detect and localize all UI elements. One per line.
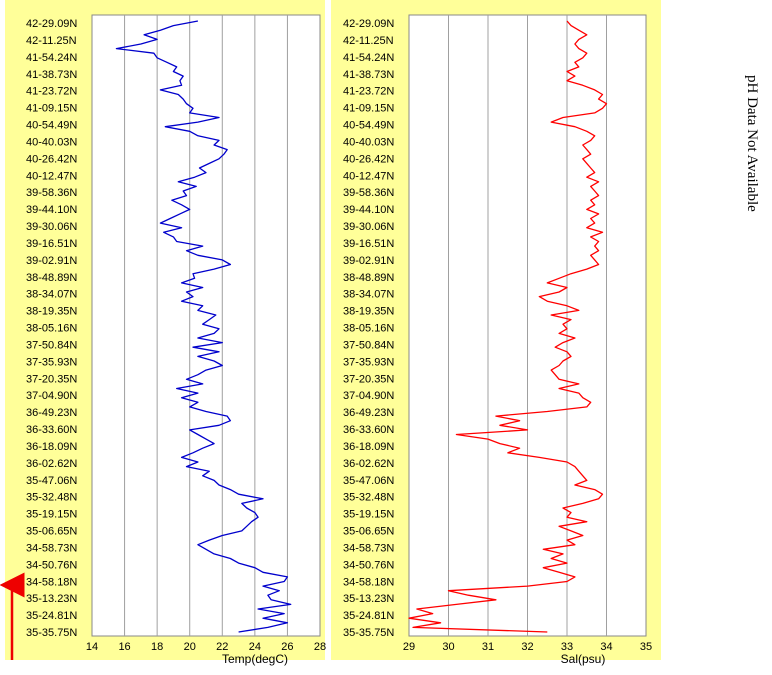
latitude-label: 36-33.60N (26, 424, 77, 436)
latitude-label: 39-02.91N (343, 255, 394, 267)
x-tick-label: 22 (216, 641, 228, 653)
latitude-label: 36-33.60N (343, 424, 394, 436)
ph-unavailable-note: pH Data Not Available (744, 75, 760, 212)
x-tick-label: 24 (249, 641, 261, 653)
latitude-label: 38-05.16N (26, 323, 77, 335)
latitude-label: 34-58.73N (26, 542, 77, 554)
latitude-label: 40-40.03N (343, 136, 394, 148)
latitude-label: 35-47.06N (343, 475, 394, 487)
latitude-label: 37-04.90N (343, 390, 394, 402)
latitude-label: 41-09.15N (26, 103, 77, 115)
latitude-label: 37-50.84N (343, 339, 394, 351)
x-tick-label: 34 (600, 641, 612, 653)
latitude-label: 36-02.62N (26, 458, 77, 470)
latitude-label: 35-06.65N (26, 526, 77, 538)
latitude-label: 40-54.49N (26, 120, 77, 132)
latitude-label: 42-29.09N (26, 18, 77, 30)
latitude-label: 39-44.10N (26, 204, 77, 216)
latitude-label: 42-11.25N (26, 35, 77, 47)
x-tick-label: 14 (86, 641, 98, 653)
latitude-label: 37-35.93N (343, 356, 394, 368)
latitude-label: 40-12.47N (26, 170, 77, 182)
latitude-label: 37-35.93N (26, 356, 77, 368)
latitude-label: 37-20.35N (26, 373, 77, 385)
latitude-label: 40-26.42N (26, 153, 77, 165)
latitude-label: 39-30.06N (26, 221, 77, 233)
latitude-label: 38-34.07N (26, 289, 77, 301)
latitude-label: 37-20.35N (343, 373, 394, 385)
x-tick-label: 33 (561, 641, 573, 653)
x-tick-label: 29 (403, 641, 415, 653)
x-tick-label: 28 (314, 641, 326, 653)
latitude-label: 34-50.76N (26, 559, 77, 571)
salinity-chart: 29 30 31 32 33 34 35 Sal(psu) 42-29.09N 42-11.25N… (343, 14, 652, 666)
latitude-label: 36-49.23N (26, 407, 77, 419)
latitude-label: 41-38.73N (26, 69, 77, 81)
x-tick-label: 30 (442, 641, 454, 653)
temp-series-line (115, 20, 292, 633)
x-tick-label: 31 (482, 641, 494, 653)
latitude-label: 35-32.48N (343, 492, 394, 504)
latitude-label: 36-18.09N (26, 441, 77, 453)
latitude-label: 37-50.84N (26, 339, 77, 351)
latitude-label: 35-24.81N (343, 610, 394, 622)
latitude-label: 34-58.73N (343, 542, 394, 554)
latitude-label: 39-58.36N (26, 187, 77, 199)
latitude-label: 39-30.06N (343, 221, 394, 233)
latitude-label: 38-48.89N (343, 272, 394, 284)
latitude-label: 35-19.15N (343, 509, 394, 521)
latitude-label: 41-23.72N (343, 86, 394, 98)
latitude-label: 36-02.62N (343, 458, 394, 470)
latitude-label: 35-47.06N (26, 475, 77, 487)
latitude-label: 41-23.72N (26, 86, 77, 98)
latitude-label: 35-24.81N (26, 610, 77, 622)
latitude-label: 39-16.51N (26, 238, 77, 250)
latitude-label: 40-40.03N (26, 136, 77, 148)
latitude-label: 35-06.65N (343, 526, 394, 538)
latitude-label: 39-44.10N (343, 204, 394, 216)
latitude-label: 41-09.15N (343, 103, 394, 115)
latitude-label: 38-34.07N (343, 289, 394, 301)
latitude-label: 34-50.76N (343, 559, 394, 571)
latitude-label: 35-32.48N (26, 492, 77, 504)
latitude-label: 35-19.15N (26, 509, 77, 521)
latitude-label: 38-19.35N (343, 306, 394, 318)
sal-series-line (408, 20, 608, 633)
latitude-label: 35-13.23N (343, 593, 394, 605)
latitude-label: 40-54.49N (343, 120, 394, 132)
x-axis-title: Temp(degC) (222, 652, 288, 666)
latitude-label: 34-58.18N (26, 576, 77, 588)
latitude-label: 36-49.23N (343, 407, 394, 419)
latitude-label: 35-35.75N (343, 627, 394, 639)
x-tick-label: 18 (151, 641, 163, 653)
x-tick-label: 26 (281, 641, 293, 653)
latitude-label: 38-48.89N (26, 272, 77, 284)
latitude-label: 42-11.25N (343, 35, 394, 47)
latitude-label: 35-13.23N (26, 593, 77, 605)
x-tick-label: 16 (118, 641, 130, 653)
x-tick-label: 20 (184, 641, 196, 653)
latitude-label: 40-12.47N (343, 170, 394, 182)
latitude-label: 36-18.09N (343, 441, 394, 453)
x-tick-label: 35 (640, 641, 652, 653)
latitude-label: 41-38.73N (343, 69, 394, 81)
latitude-label: 39-02.91N (26, 255, 77, 267)
latitude-label: 39-16.51N (343, 238, 394, 250)
latitude-label: 38-19.35N (26, 306, 77, 318)
x-tick-label: 32 (521, 641, 533, 653)
latitude-label: 37-04.90N (26, 390, 77, 402)
latitude-label: 35-35.75N (26, 627, 77, 639)
latitude-label: 41-54.24N (343, 52, 394, 64)
latitude-label: 38-05.16N (343, 323, 394, 335)
temperature-chart: 14 16 18 20 22 24 26 28 Temp(degC) 42-29.09N 42-11… (26, 14, 326, 666)
latitude-label: 39-58.36N (343, 187, 394, 199)
latitude-label: 40-26.42N (343, 153, 394, 165)
x-axis-title: Sal(psu) (561, 652, 606, 666)
latitude-label: 42-29.09N (343, 18, 394, 30)
latitude-label: 41-54.24N (26, 52, 77, 64)
latitude-label: 34-58.18N (343, 576, 394, 588)
